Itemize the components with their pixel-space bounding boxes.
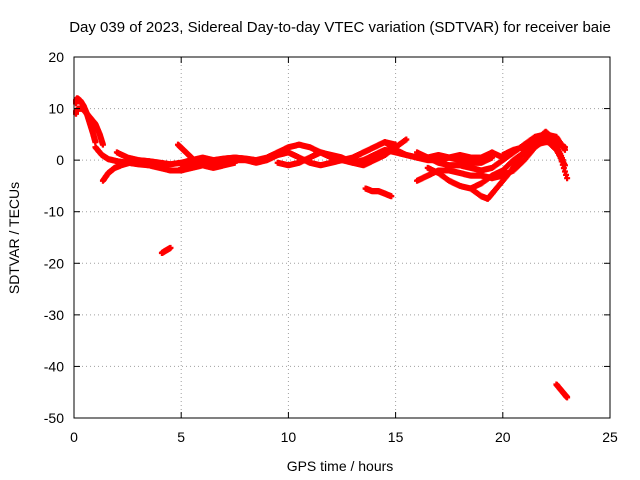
data-point: [99, 141, 106, 148]
series-track-early-high-2: [73, 105, 106, 148]
data-point: [559, 157, 566, 164]
data-point: [564, 394, 571, 401]
y-tick-label: 20: [48, 49, 64, 65]
x-tick-label: 25: [602, 429, 618, 445]
x-tick-label: 10: [281, 429, 297, 445]
y-tick-label: -30: [44, 307, 64, 323]
chart-title: Day 039 of 2023, Sidereal Day-to-day VTE…: [69, 19, 611, 36]
data-point: [191, 157, 198, 164]
data-point: [167, 244, 174, 251]
axis-ticks: 0 5 10 15 20 25 -50 -40 -30 -20 -10 0 10 20: [44, 49, 618, 445]
series-outlier-4h: [158, 244, 174, 256]
data-point: [403, 136, 410, 143]
y-tick-label: -20: [44, 255, 64, 271]
x-tick-label: 15: [388, 429, 404, 445]
x-tick-label: 20: [495, 429, 511, 445]
y-tick-label: -50: [44, 410, 64, 426]
data-point: [561, 144, 568, 151]
series-outlier-14h: [362, 185, 395, 200]
y-axis-label: SDTVAR / TECUs: [6, 182, 22, 294]
y-tick-label: 0: [56, 152, 64, 168]
series-track-bump-5h: [174, 141, 198, 164]
series-outlier-23h: [553, 381, 571, 401]
data-point: [564, 175, 571, 182]
y-tick-label: -40: [44, 358, 64, 374]
series-track-cross: [274, 136, 410, 169]
y-tick-label: 10: [48, 101, 64, 117]
data-point: [388, 193, 395, 200]
data-points: [73, 95, 571, 401]
plot-frame: [73, 56, 611, 419]
x-tick-label: 5: [177, 429, 185, 445]
series-track-15h-branch: [381, 139, 506, 161]
x-tick-label: 0: [70, 429, 78, 445]
series-track-late-e: [499, 139, 568, 158]
data-point: [92, 139, 99, 146]
y-tick-label: -10: [44, 204, 64, 220]
x-axis-label: GPS time / hours: [287, 458, 394, 474]
